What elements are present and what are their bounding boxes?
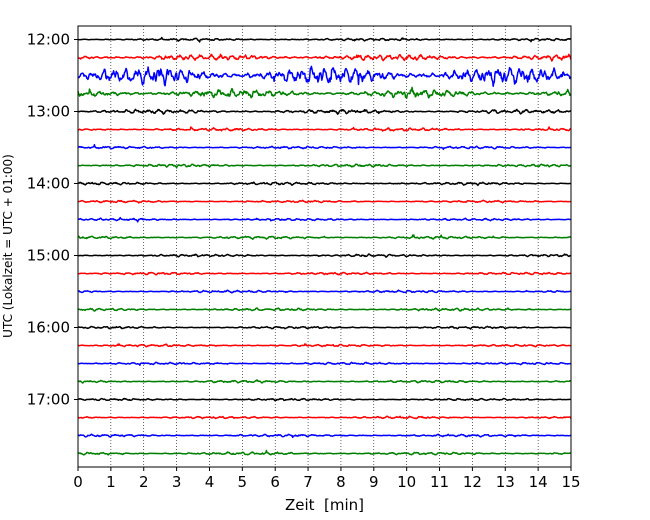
x-tick-label: 12 [463, 473, 482, 491]
x-tick-label: 14 [529, 473, 548, 491]
trace-lines [77, 36, 572, 456]
y-axis-label: UTC (Lokalzeit = UTC + 01:00) [1, 154, 15, 338]
plot-frame [77, 25, 572, 468]
x-tick-label: 10 [397, 473, 416, 491]
x-tick-label: 7 [303, 473, 313, 491]
x-tick-label: 11 [430, 473, 449, 491]
trace-line [77, 163, 572, 169]
x-tick-label: 8 [336, 473, 346, 491]
trace-line [77, 289, 572, 294]
trace-line [77, 143, 572, 151]
trace-line [77, 126, 572, 132]
x-tick-label: 6 [270, 473, 280, 491]
y-tick-label: 17:00 [27, 391, 70, 409]
x-axis-label: Zeit [min] [285, 496, 364, 514]
trace-line [77, 379, 572, 384]
x-tick-label: 0 [73, 473, 83, 491]
trace-line [77, 108, 572, 115]
y-axis-ticks: 12:00 13:00 14:00 15:00 16:00 17:00 [27, 31, 78, 409]
x-tick-label: 4 [205, 473, 215, 491]
trace-line [77, 234, 572, 240]
trace-line [77, 325, 572, 330]
trace-line [77, 397, 572, 402]
y-tick-label: 12:00 [27, 31, 70, 49]
trace-line [77, 199, 572, 204]
trace-line [77, 253, 572, 258]
y-tick-label: 16:00 [27, 319, 70, 337]
x-tick-label: 3 [172, 473, 182, 491]
trace-line [77, 449, 572, 456]
y-tick-label: 15:00 [27, 247, 70, 265]
trace-line [77, 343, 572, 348]
x-tick-label: 15 [561, 473, 580, 491]
trace-line [77, 433, 572, 439]
trace-line [77, 271, 572, 276]
x-tick-label: 13 [496, 473, 515, 491]
x-axis-ticks: 0 1 2 3 4 5 6 7 8 9 10 11 12 13 14 15 [73, 467, 581, 491]
trace-line [77, 216, 572, 223]
x-tick-label: 5 [238, 473, 248, 491]
x-tick-label: 2 [139, 473, 149, 491]
x-tick-label: 9 [369, 473, 379, 491]
y-tick-label: 13:00 [27, 103, 70, 121]
x-tick-label: 1 [106, 473, 116, 491]
trace-line [77, 53, 572, 62]
trace-line [77, 65, 572, 88]
y-tick-label: 14:00 [27, 175, 70, 193]
trace-line [77, 415, 572, 420]
trace-line [77, 181, 572, 187]
trace-line [77, 307, 572, 312]
trace-line [77, 36, 572, 43]
trace-line [77, 86, 572, 99]
x-gridlines [110, 26, 539, 467]
trace-line [77, 361, 572, 366]
